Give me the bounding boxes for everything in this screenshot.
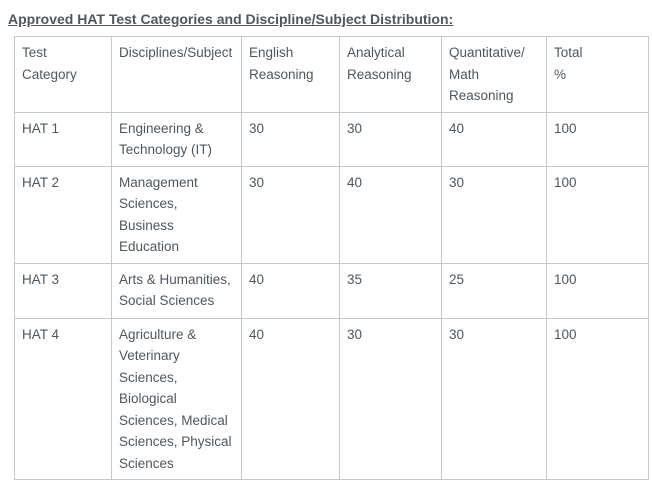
table-row-hat2: HAT 2 Management Sciences, Business Educ… <box>14 165 649 264</box>
cell-disciplines: Engineering & Technology (IT) <box>111 111 242 167</box>
header-cell-disciplines-subject: Disciplines/Subject <box>111 36 242 113</box>
table-header: Test Category Disciplines/Subject Englis… <box>14 36 649 113</box>
header-row: Test Category Disciplines/Subject Englis… <box>14 36 649 113</box>
cell-disciplines: Arts & Humanities, Social Sciences <box>111 262 242 319</box>
cell-category: HAT 4 <box>14 317 112 480</box>
cell-total: 100 <box>546 262 649 319</box>
header-cell-total-percent: Total % <box>546 36 649 113</box>
cell-category: HAT 3 <box>14 262 112 319</box>
cell-analytical: 35 <box>339 262 442 319</box>
cell-total: 100 <box>546 317 649 480</box>
cell-quantitative: 30 <box>441 165 547 264</box>
cell-total: 100 <box>546 111 649 167</box>
cell-total: 100 <box>546 165 649 264</box>
cell-disciplines: Agriculture & Veterinary Sciences, Biolo… <box>111 317 242 480</box>
cell-category: HAT 1 <box>14 111 112 167</box>
header-cell-quantitative-math-reasoning: Quantitative/ Math Reasoning <box>441 36 547 113</box>
cell-english: 30 <box>241 165 340 264</box>
cell-quantitative: 30 <box>441 317 547 480</box>
page-title: Approved HAT Test Categories and Discipl… <box>8 11 454 27</box>
cell-quantitative: 25 <box>441 262 547 319</box>
cell-english: 30 <box>241 111 340 167</box>
table-row-hat3: HAT 3 Arts & Humanities, Social Sciences… <box>14 262 649 319</box>
header-cell-english-reasoning: English Reasoning <box>241 36 340 113</box>
cell-analytical: 30 <box>339 317 442 480</box>
cell-disciplines: Management Sciences, Business Education <box>111 165 242 264</box>
hat-distribution-table: Test Category Disciplines/Subject Englis… <box>14 36 649 480</box>
table-body: HAT 1 Engineering & Technology (IT) 30 3… <box>14 111 649 480</box>
cell-category: HAT 2 <box>14 165 112 264</box>
header-cell-analytical-reasoning: Analytical Reasoning <box>339 36 442 113</box>
table-row-hat4: HAT 4 Agriculture & Veterinary Sciences,… <box>14 317 649 480</box>
cell-english: 40 <box>241 262 340 319</box>
table-row-hat1: HAT 1 Engineering & Technology (IT) 30 3… <box>14 111 649 167</box>
cell-english: 40 <box>241 317 340 480</box>
header-cell-test-category: Test Category <box>14 36 112 113</box>
cell-analytical: 40 <box>339 165 442 264</box>
cell-quantitative: 40 <box>441 111 547 167</box>
cell-analytical: 30 <box>339 111 442 167</box>
